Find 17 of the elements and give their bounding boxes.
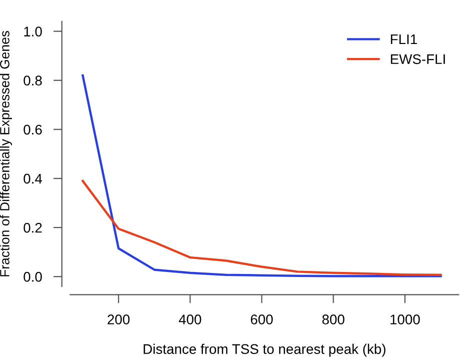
line-series [82, 74, 442, 278]
legend-label: FLI1 [390, 34, 417, 44]
x-tick-label: 800 [322, 314, 344, 324]
y-axis-title: Fraction of Differentially Expressed Genes [0, 30, 12, 276]
y-tick-label: 0.0 [24, 272, 42, 282]
y-tick-label: 1.0 [24, 26, 42, 36]
y-tick-label: 0.2 [24, 222, 42, 233]
y-tick-label: 0.8 [24, 76, 42, 86]
x-axis-title: Distance from TSS to nearest peak (kb) [144, 344, 386, 357]
line-series [82, 180, 442, 276]
x-tick-label: 1000 [390, 314, 420, 324]
x-tick-label: 200 [108, 314, 130, 324]
x-tick-label: 400 [178, 314, 202, 324]
y-tick-label: 0.6 [24, 124, 42, 135]
x-tick-label: 600 [250, 314, 273, 324]
y-tick-label: 0.4 [24, 174, 42, 184]
legend-label: EWS-FLI [390, 54, 445, 64]
